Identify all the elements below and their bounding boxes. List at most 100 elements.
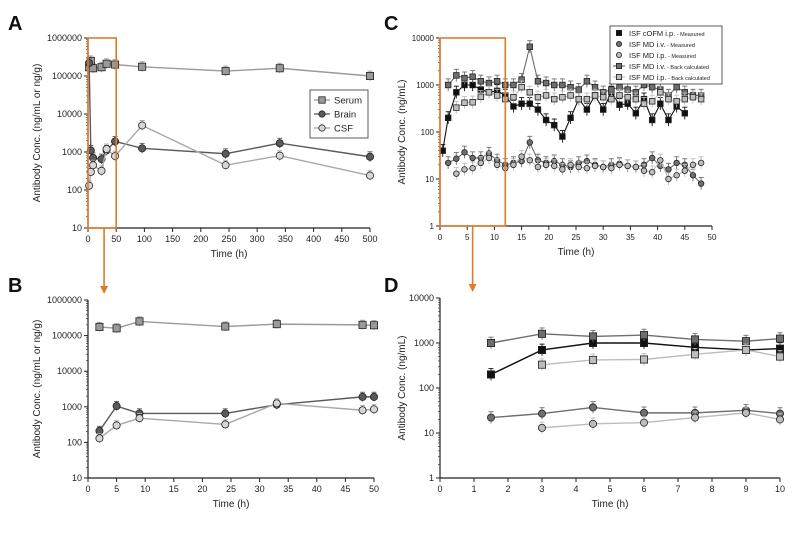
x-tick-label-d: 1 — [471, 484, 476, 494]
data-point-c — [534, 78, 542, 85]
x-tick-label-c: 10 — [490, 233, 499, 242]
x-tick-label-c: 30 — [599, 233, 608, 242]
legend-c-label: ISF MD i.p. - Back calculated — [629, 73, 710, 82]
data-point-c — [542, 92, 550, 99]
data-point-c — [510, 161, 517, 169]
data-point-d — [776, 415, 785, 424]
data-point-d — [742, 345, 751, 354]
y-axis-title-b: Antibody Conc. (ng/mL or ng/g) — [32, 320, 43, 459]
data-point-c — [526, 139, 533, 146]
data-point-c — [600, 94, 607, 101]
x-tick-label-b: 25 — [226, 484, 236, 494]
x-tick-label-b: 40 — [312, 484, 322, 494]
data-point-c — [485, 154, 493, 162]
legend-a-marker — [318, 96, 326, 104]
data-point-c — [657, 157, 664, 164]
data-point-a — [111, 60, 120, 69]
data-point-c — [657, 89, 664, 96]
data-point-c — [469, 164, 476, 172]
highlight-box-c — [439, 37, 507, 227]
data-point-d — [691, 335, 700, 344]
data-point-b — [358, 320, 367, 329]
data-point-c — [518, 153, 525, 160]
series-line-d — [490, 333, 781, 344]
data-point-d — [589, 403, 598, 412]
data-point-a — [365, 171, 374, 180]
data-point-c — [632, 163, 640, 171]
data-point-c — [551, 81, 558, 89]
y-tick-label-b: 100 — [67, 437, 82, 447]
data-point-c — [648, 83, 656, 91]
data-point-c — [534, 163, 542, 171]
y-axis-title-a: Antibody Conc. (ng/mL or ng/g) — [32, 64, 43, 203]
data-point-c — [551, 121, 558, 129]
data-point-b — [135, 414, 144, 423]
data-point-c — [551, 95, 558, 103]
data-point-c — [600, 106, 607, 113]
data-point-b — [112, 324, 121, 333]
series-line-d — [490, 406, 781, 419]
data-point-c — [673, 98, 680, 105]
legend-c-series-suffix: - Measured — [667, 54, 696, 60]
data-point-c — [567, 161, 574, 169]
legend-a-marker — [318, 124, 326, 132]
data-point-c — [575, 86, 582, 93]
data-point-c — [583, 78, 591, 85]
data-point-d — [538, 423, 547, 432]
series-c-4 — [453, 80, 705, 114]
data-point-c — [493, 161, 501, 169]
x-tick-label-a: 300 — [250, 234, 265, 244]
x-tick-label-d: 2 — [505, 484, 510, 494]
x-tick-label-a: 250 — [221, 234, 236, 244]
data-point-a — [85, 181, 94, 190]
data-point-c — [583, 95, 591, 103]
data-point-a — [221, 67, 230, 76]
data-point-a — [102, 144, 111, 153]
data-point-b — [112, 402, 121, 411]
y-tick-label-c: 1000 — [416, 81, 434, 90]
x-tick-label-d: 0 — [437, 484, 442, 494]
data-point-c — [681, 110, 688, 117]
data-point-a — [111, 152, 120, 161]
x-tick-label-b: 5 — [114, 484, 119, 494]
data-point-c — [689, 172, 697, 179]
data-point-b — [221, 420, 230, 429]
data-point-d — [776, 352, 785, 361]
data-point-c — [559, 166, 566, 173]
data-point-c — [453, 104, 460, 111]
data-point-c — [632, 110, 640, 117]
data-point-c — [542, 161, 550, 169]
data-point-c — [477, 78, 484, 85]
data-point-c — [453, 72, 460, 79]
series-line-d — [541, 412, 781, 429]
x-tick-label-d: 8 — [709, 484, 714, 494]
data-point-c — [648, 168, 656, 176]
legend-c-series-name: ISF MD i.v. — [629, 40, 666, 49]
data-point-d — [486, 413, 495, 422]
data-point-a — [275, 64, 284, 73]
legend-c-series-name: ISF MD i.p. — [629, 73, 667, 82]
x-axis-title-b: Time (h) — [213, 499, 250, 510]
series-a-2 — [85, 120, 374, 191]
data-point-c — [616, 161, 623, 169]
data-point-c — [518, 100, 525, 107]
data-point-c — [673, 159, 680, 167]
zoom-arrow-a-head — [100, 286, 109, 294]
data-point-b — [272, 320, 281, 329]
data-point-b — [95, 434, 104, 443]
data-point-c — [608, 164, 615, 172]
data-point-c — [559, 94, 566, 101]
y-tick-label-b: 10000 — [57, 366, 82, 376]
data-point-c — [648, 116, 656, 124]
x-tick-label-d: 3 — [539, 484, 544, 494]
y-tick-label-d: 1 — [429, 473, 434, 483]
legend-c-marker — [616, 41, 623, 48]
x-tick-label-b: 30 — [255, 484, 265, 494]
series-d-2 — [538, 406, 785, 434]
data-point-c — [444, 81, 452, 89]
x-axis-title-d: Time (h) — [592, 499, 629, 510]
y-tick-label-a: 10000 — [57, 109, 82, 119]
data-point-c — [681, 95, 688, 103]
y-tick-label-c: 10 — [425, 175, 434, 184]
data-point-c — [469, 154, 476, 162]
